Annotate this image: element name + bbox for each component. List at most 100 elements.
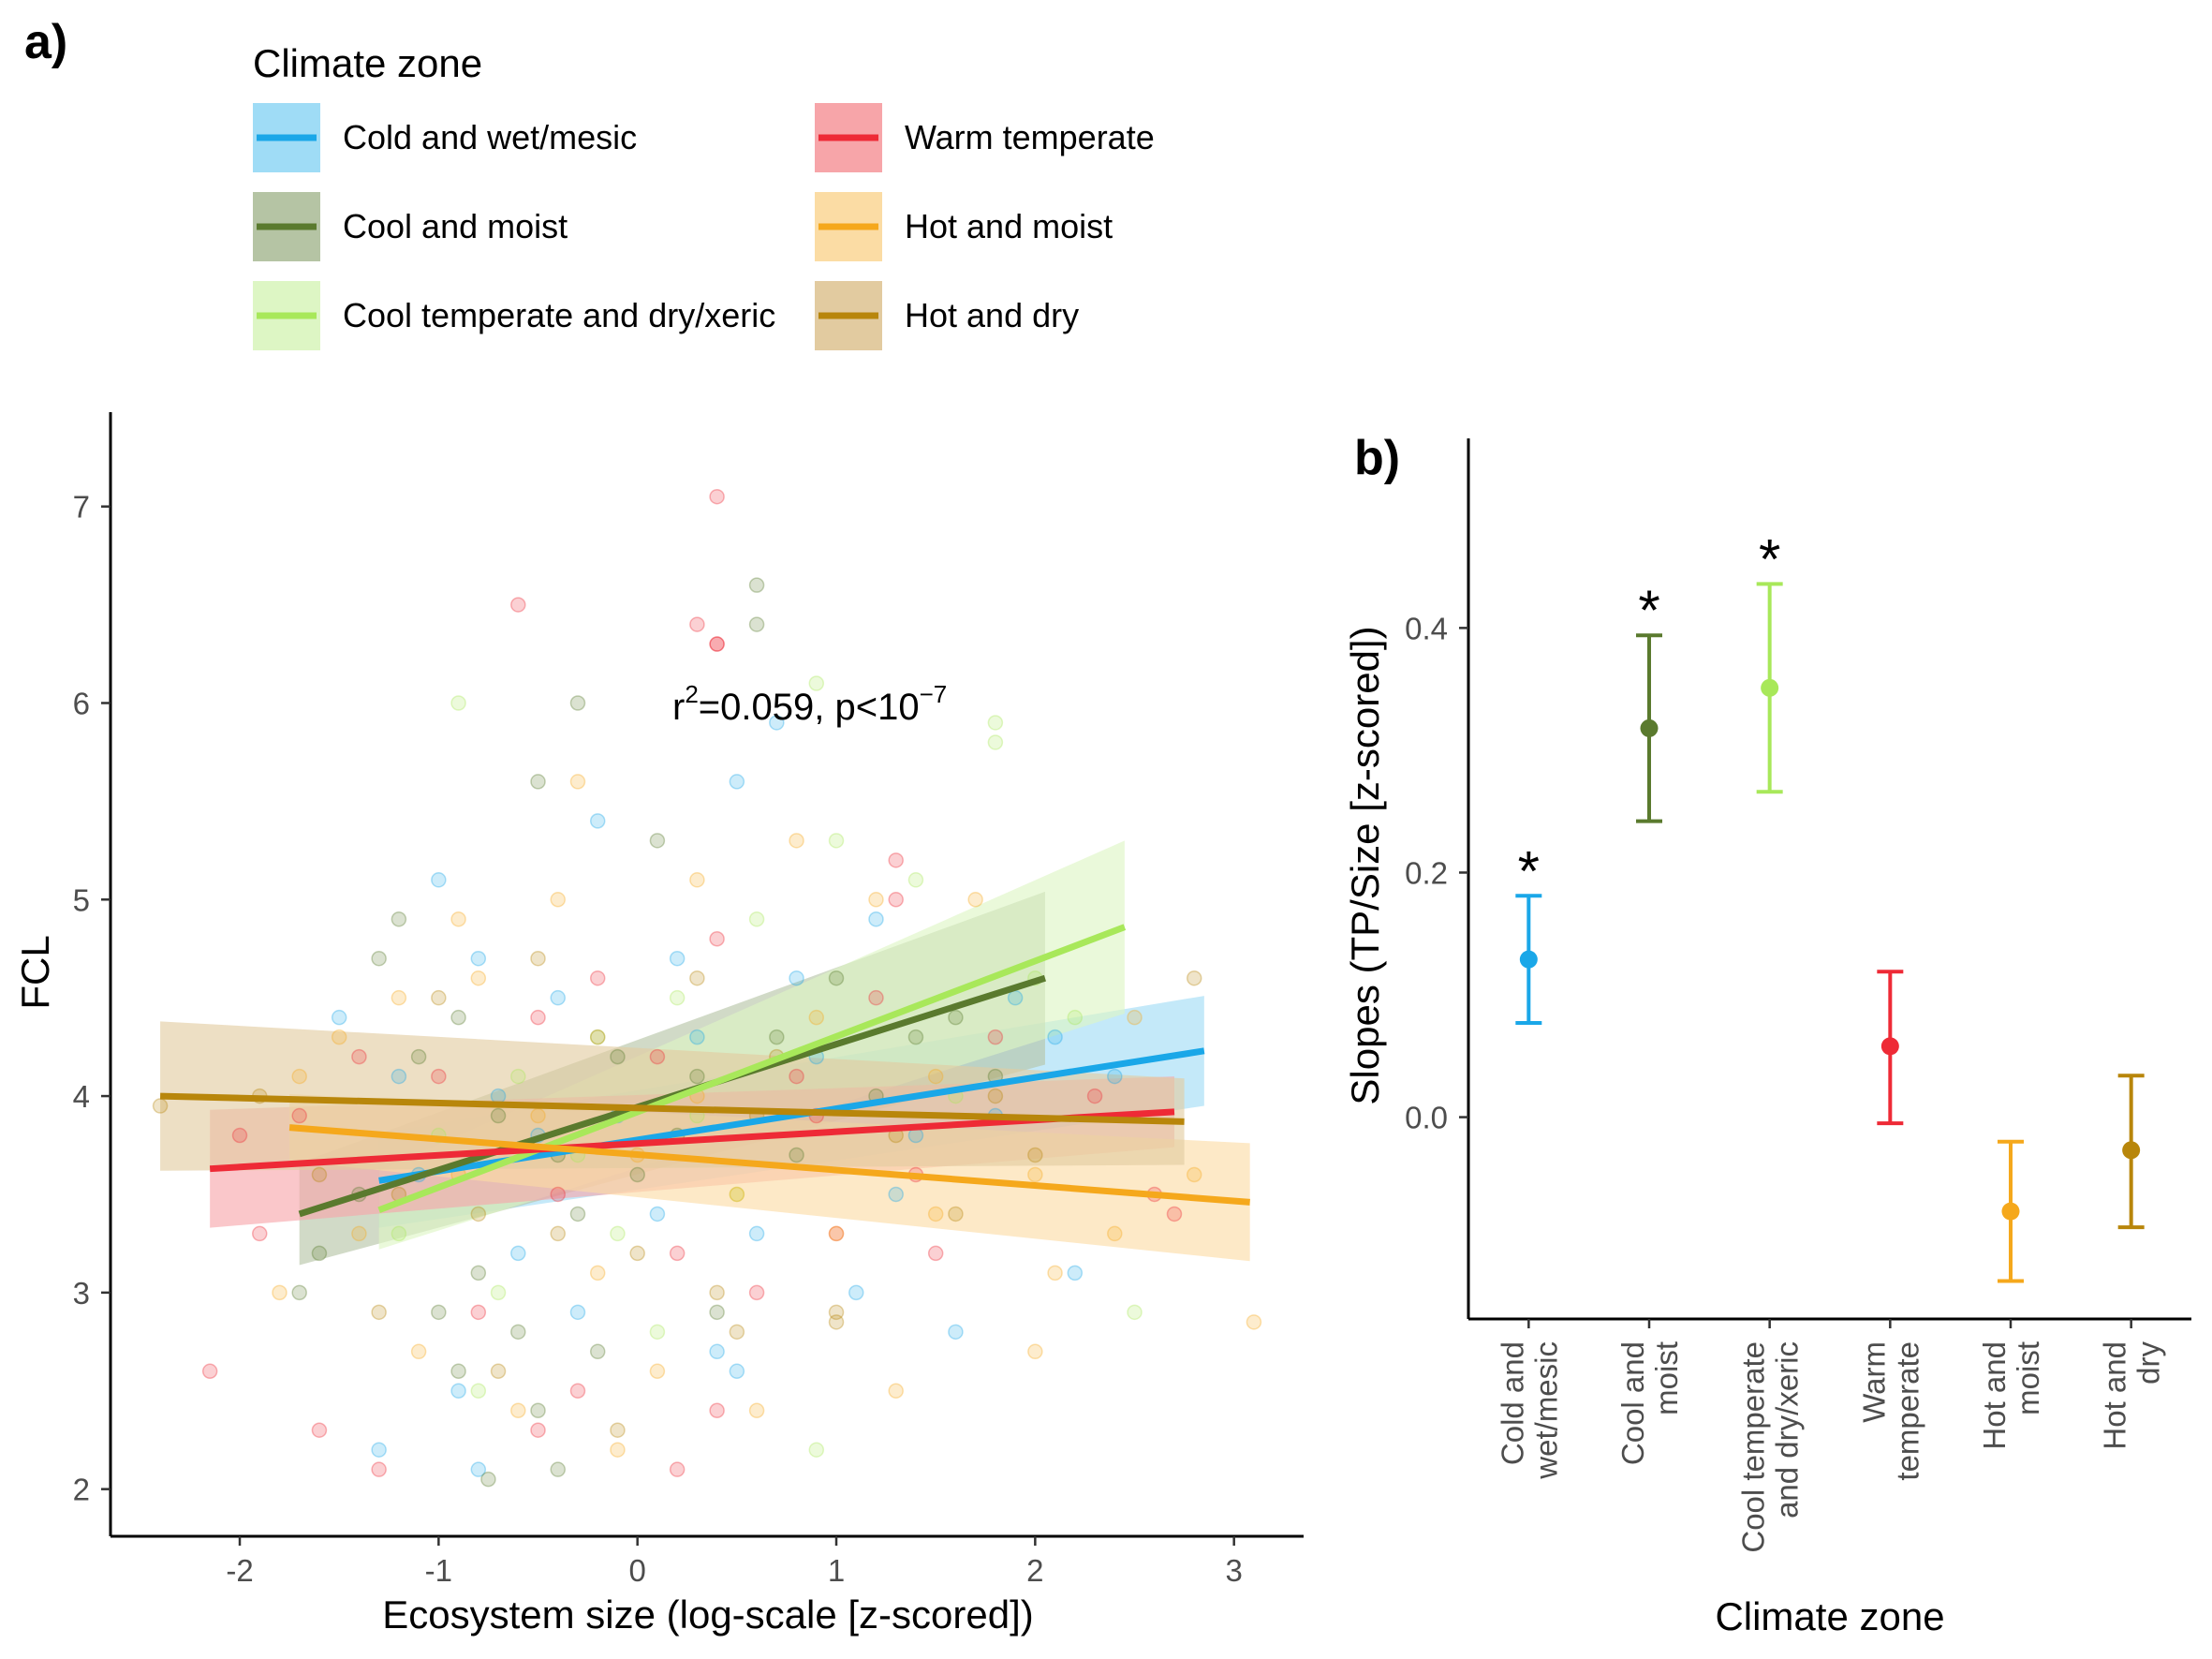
point-hot_dry <box>709 1284 725 1301</box>
point-cool_temp <box>669 989 686 1006</box>
point-hot_moist <box>888 1383 904 1400</box>
scatter-axes: -2 -1 0 1 2 3 2 3 4 5 6 7 <box>73 412 1304 1588</box>
point-cool_temp <box>828 833 845 849</box>
point-warm <box>888 892 904 908</box>
point-warm <box>709 636 725 652</box>
point-cool_moist <box>569 695 586 711</box>
category-label-line: dry <box>2131 1341 2166 1385</box>
point-cold <box>1047 1029 1063 1045</box>
point-hot_moist <box>391 989 407 1006</box>
point-warm <box>291 1107 307 1124</box>
point-warm <box>649 1048 666 1065</box>
point-cold <box>510 1245 526 1262</box>
point-warm <box>530 1009 546 1026</box>
point-cool_moist <box>431 1304 447 1321</box>
point-cool_moist <box>450 1009 466 1026</box>
point-hot_moist <box>1027 1166 1043 1183</box>
legend-title: Climate zone <box>253 41 482 85</box>
point-cool_moist <box>709 1304 725 1321</box>
legend-label-warm: Warm temperate <box>905 118 1155 156</box>
point-cold <box>470 950 487 967</box>
point-cool_moist <box>610 1048 626 1065</box>
estimate-point-hot_moist <box>2001 1202 2020 1221</box>
point-cool_moist <box>907 1029 924 1045</box>
point-hot_moist <box>351 1225 367 1242</box>
point-warm <box>927 1245 944 1262</box>
point-cool_moist <box>748 616 765 632</box>
point-cool_moist <box>948 1009 964 1026</box>
legend-label-cool_moist: Cool and moist <box>343 207 568 245</box>
point-warm <box>709 636 725 652</box>
point-warm <box>530 1422 546 1438</box>
point-hot_moist <box>967 892 983 908</box>
point-hot_moist <box>589 1265 606 1281</box>
point-warm <box>1086 1088 1103 1104</box>
point-warm <box>252 1225 268 1242</box>
point-warm <box>510 597 526 613</box>
estimate-point-cool_moist <box>1640 718 1659 737</box>
point-cool_moist <box>629 1166 645 1183</box>
scatter-y-tick-label: 4 <box>73 1079 90 1114</box>
point-cool_moist <box>291 1284 307 1301</box>
point-cool_moist <box>311 1245 328 1262</box>
category-label-line: Warm <box>1856 1341 1891 1423</box>
point-hot_dry <box>470 1206 487 1222</box>
point-warm <box>709 1402 725 1418</box>
point-warm <box>569 1383 586 1400</box>
point-hot_dry <box>530 950 546 967</box>
point-warm <box>868 989 884 1006</box>
point-warm <box>371 1461 387 1477</box>
point-cool_moist <box>510 1324 526 1341</box>
panel-a-label: a) <box>24 15 67 69</box>
point-cool_temp <box>610 1225 626 1242</box>
point-cold <box>848 1284 864 1301</box>
point-cool_temp <box>649 1324 666 1341</box>
point-warm <box>351 1048 367 1065</box>
point-hot_dry <box>610 1422 626 1438</box>
point-warm <box>789 1068 804 1085</box>
scatter-y-tick-label: 7 <box>73 490 90 525</box>
point-warm <box>1166 1206 1183 1222</box>
point-warm <box>201 1363 218 1380</box>
point-hot_moist <box>927 1206 944 1222</box>
scatter-x-tick-label: 2 <box>1026 1553 1043 1588</box>
category-label-cool_moist: Cool andmoist <box>1615 1341 1684 1465</box>
scatter-x-tick-label: 1 <box>828 1553 845 1588</box>
point-hot_moist <box>1127 1009 1143 1026</box>
point-cool_moist <box>480 1471 496 1488</box>
point-cold <box>450 1383 466 1400</box>
point-warm <box>987 1029 1004 1045</box>
data-points <box>152 488 1262 1488</box>
point-hot_dry <box>1186 970 1202 986</box>
panel-b-label: b) <box>1354 431 1400 485</box>
point-hot_dry <box>689 970 705 986</box>
category-label-hot_moist: Hot andmoist <box>1977 1341 2045 1450</box>
point-hot_moist <box>550 892 566 908</box>
point-cold <box>948 1324 964 1341</box>
point-cool_moist <box>789 1147 804 1163</box>
scatter-y-tick-label: 5 <box>73 882 90 917</box>
point-hot_moist <box>729 1186 745 1203</box>
point-cool_moist <box>410 1048 427 1065</box>
point-cold <box>729 1363 745 1380</box>
point-warm <box>828 1225 845 1242</box>
slopes-y-tick-label: 0.2 <box>1405 855 1448 890</box>
point-cool_temp <box>1067 1009 1084 1026</box>
significance-star-cool_moist: * <box>1638 579 1659 642</box>
legend-label-cool_temp: Cool temperate and dry/xeric <box>343 296 775 334</box>
point-hot_dry <box>987 1088 1004 1104</box>
estimate-point-hot_dry <box>2122 1141 2141 1160</box>
point-cold <box>689 1029 705 1045</box>
point-hot_dry <box>828 1304 845 1321</box>
point-warm <box>550 1186 566 1203</box>
point-cold <box>550 989 566 1006</box>
point-cool_moist <box>550 1461 566 1477</box>
point-cold <box>431 872 447 888</box>
point-hot_moist <box>272 1284 288 1301</box>
point-hot_dry <box>589 1029 606 1045</box>
category-label-line: moist <box>2011 1341 2045 1415</box>
point-cool_moist <box>828 970 845 986</box>
point-cold <box>669 950 686 967</box>
